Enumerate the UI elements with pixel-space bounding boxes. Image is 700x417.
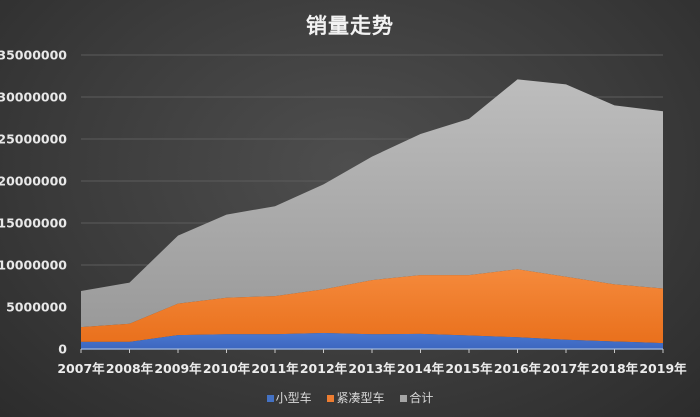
legend-item-small-car[interactable]: 小型车 xyxy=(266,389,312,406)
legend-item-compact-car[interactable]: 紧凑型车 xyxy=(327,389,385,406)
y-tick-label: 0 xyxy=(58,341,67,357)
y-tick-label: 25000000 xyxy=(0,131,67,147)
small-car-swatch-icon xyxy=(266,395,274,402)
legend: 小型车 紧凑型车 合计 xyxy=(0,389,700,406)
series-area-compact-car xyxy=(81,269,663,344)
x-tick-label: 2012年 xyxy=(299,361,348,376)
legend-label: 紧凑型车 xyxy=(336,391,385,405)
y-tick-label: 10000000 xyxy=(0,257,67,273)
x-tick-label: 2010年 xyxy=(202,361,251,376)
legend-item-total[interactable]: 合计 xyxy=(400,389,433,406)
x-tick-marks xyxy=(80,349,664,353)
legend-label: 小型车 xyxy=(275,391,312,405)
x-tick-label: 2017年 xyxy=(542,361,590,376)
x-tick-label: 2008年 xyxy=(105,361,154,376)
x-tick-label: 2013年 xyxy=(348,361,396,376)
x-tick-label: 2009年 xyxy=(154,361,202,376)
y-tick-label: 20000000 xyxy=(0,173,67,189)
compact-car-swatch-icon xyxy=(327,395,335,402)
chart-title: 销量走势 xyxy=(306,14,394,38)
y-tick-label: 5000000 xyxy=(6,299,67,315)
y-tick-label: 35000000 xyxy=(0,47,67,63)
series-area-total xyxy=(81,79,663,328)
total-swatch-icon xyxy=(400,395,408,402)
legend-label: 合计 xyxy=(409,391,434,405)
x-tick-label: 2018年 xyxy=(590,361,639,376)
x-tick-label: 2014年 xyxy=(396,361,445,376)
y-tick-label: 30000000 xyxy=(0,89,67,105)
y-tick-label: 15000000 xyxy=(0,215,67,231)
series-area-small-car xyxy=(81,333,663,349)
x-tick-label: 2019年 xyxy=(639,361,687,376)
x-tick-label: 2016年 xyxy=(493,361,542,376)
x-tick-label: 2015年 xyxy=(445,361,493,376)
x-tick-label: 2011年 xyxy=(251,361,299,376)
x-tick-label: 2007年 xyxy=(57,361,105,376)
